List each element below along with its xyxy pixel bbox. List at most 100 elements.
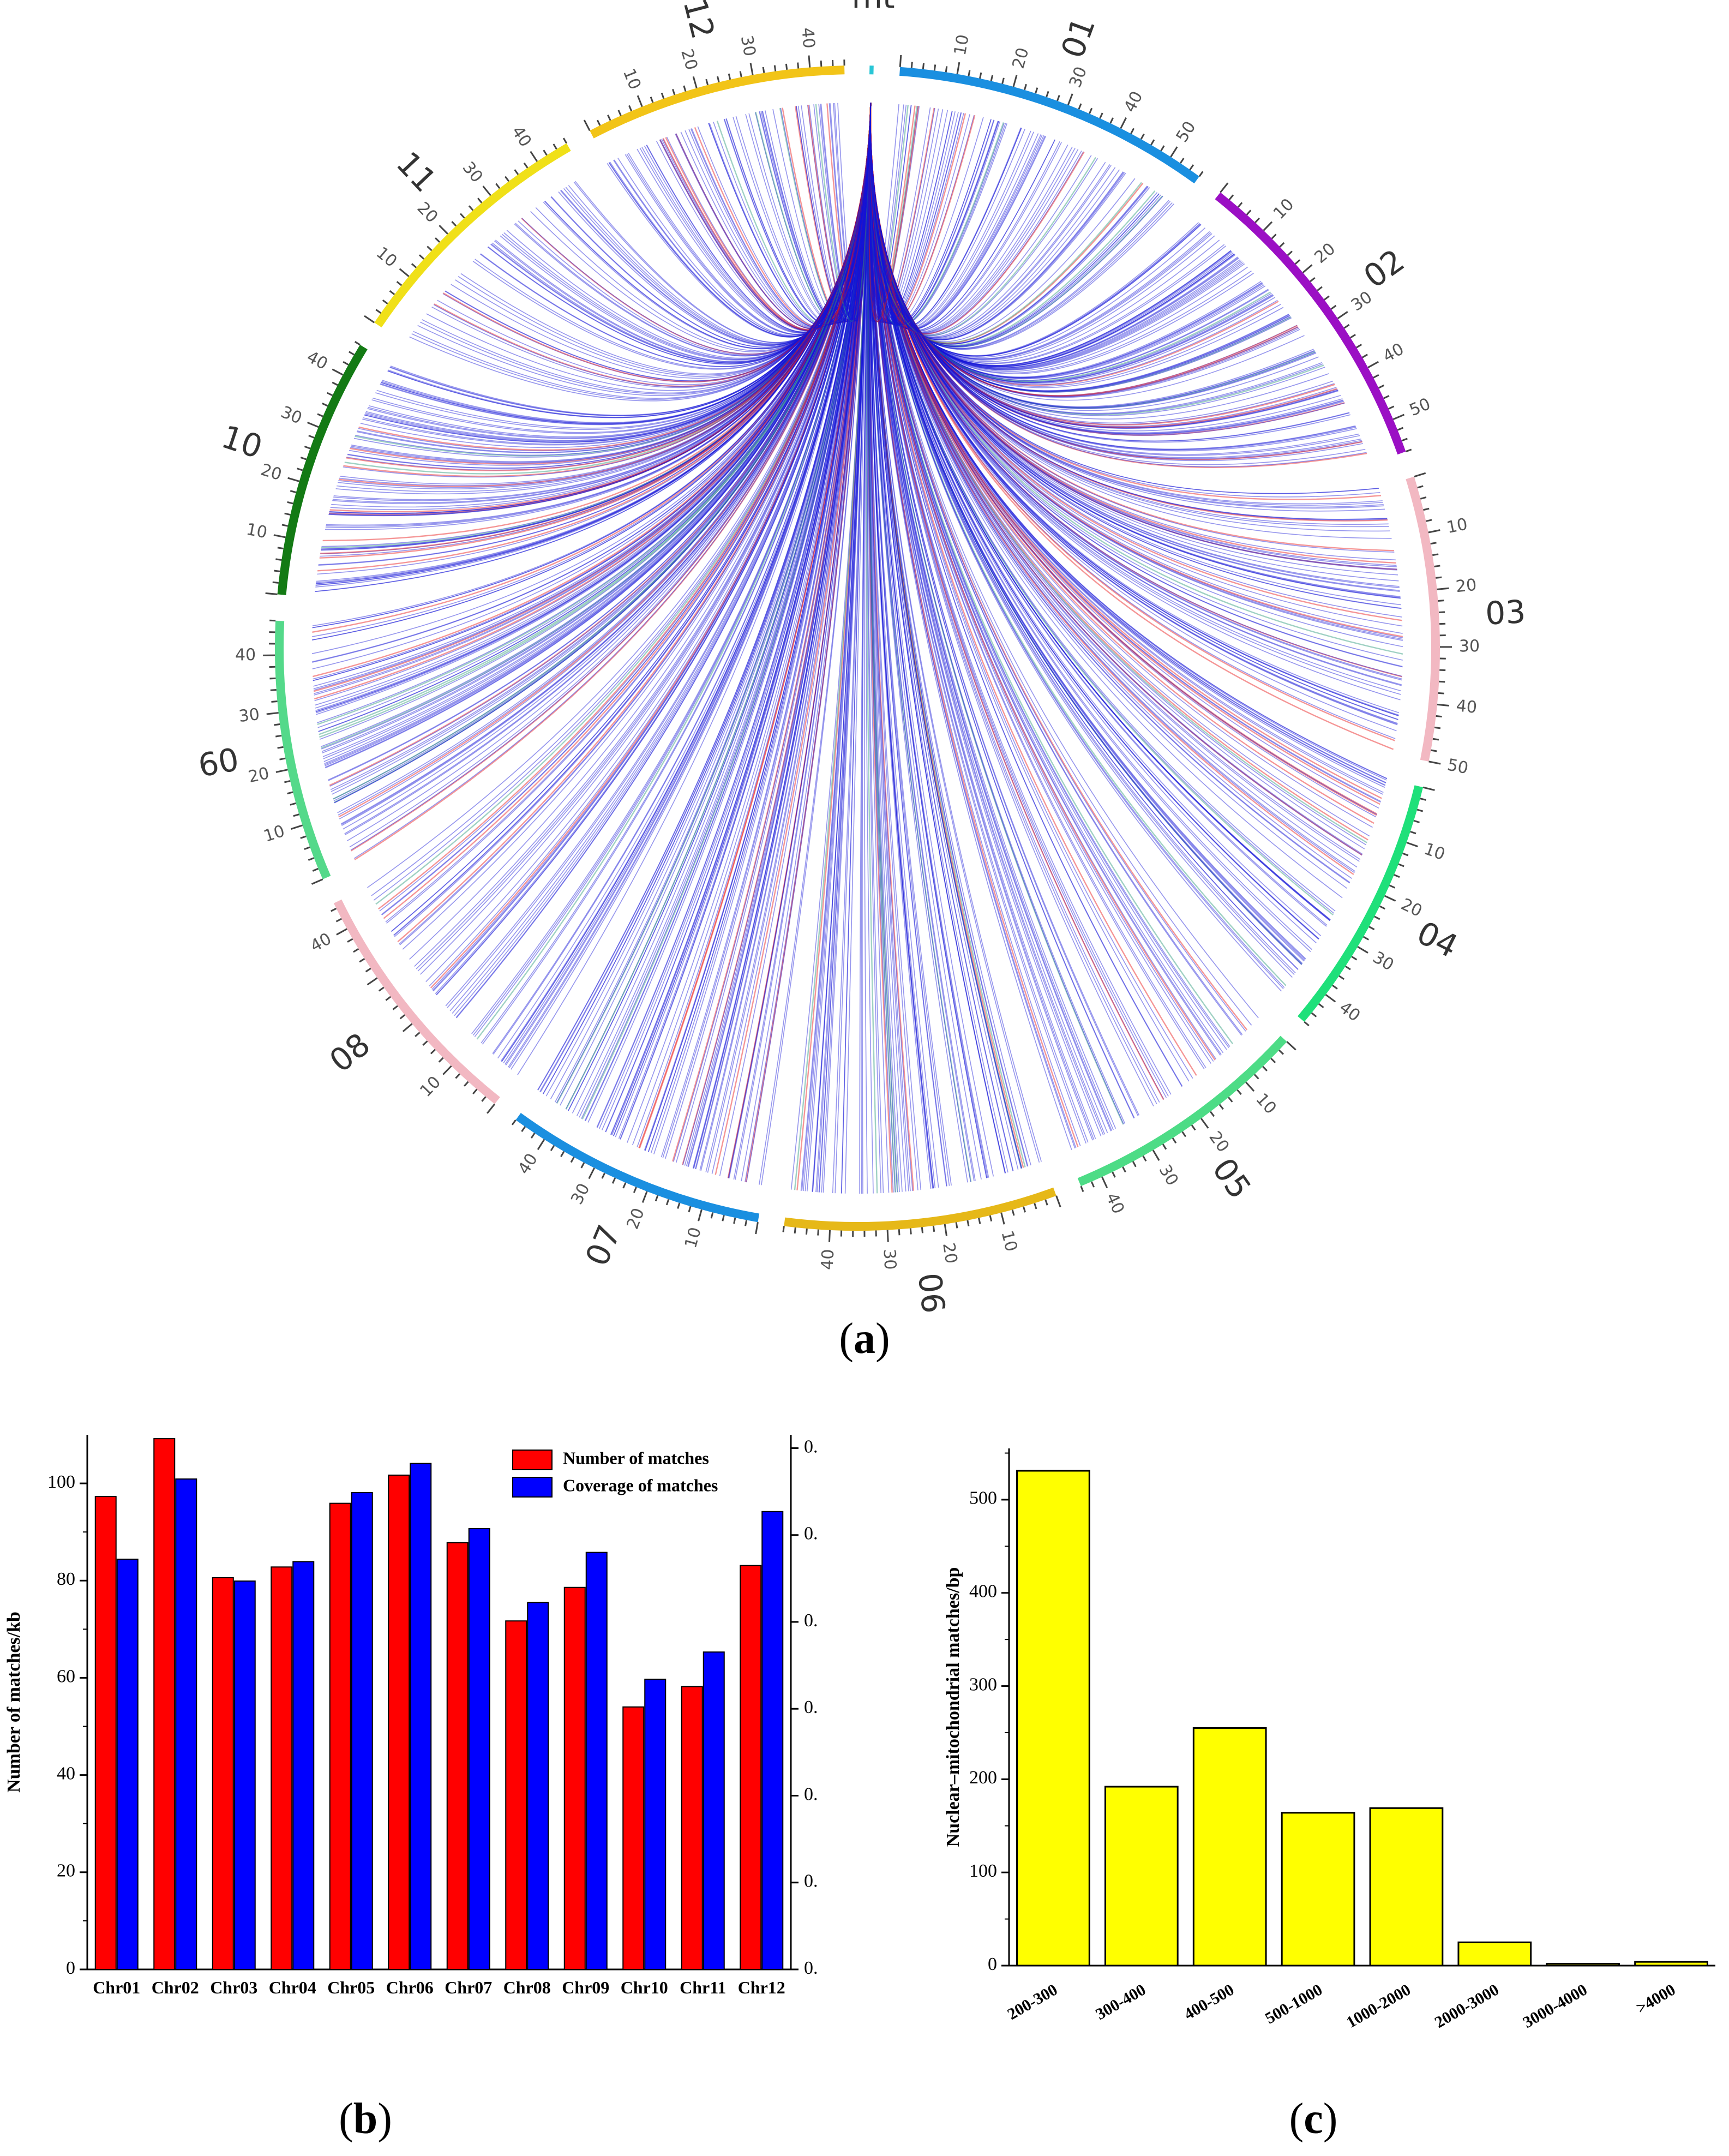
chord-link xyxy=(665,103,872,331)
chord-link xyxy=(870,103,1386,786)
chromosome-tick xyxy=(422,1040,428,1046)
chord-link xyxy=(869,103,1124,340)
chromosome-tick xyxy=(1172,1137,1177,1144)
chord-link xyxy=(869,103,1014,1171)
x-tick-label: 3000-4000 xyxy=(1520,1980,1590,2032)
chord-link xyxy=(870,103,1356,450)
chord-link xyxy=(869,103,1043,330)
chord-link xyxy=(869,103,1089,1143)
chord-link xyxy=(598,103,872,1129)
chromosome-tick xyxy=(601,1172,605,1179)
chromosome-tick xyxy=(438,1057,444,1063)
chromosome-arc-05 xyxy=(1077,1035,1287,1187)
chord-link xyxy=(815,103,872,322)
chromosome-tick xyxy=(1420,798,1426,801)
chord-link xyxy=(620,103,872,1140)
tick-label: 30 xyxy=(879,1248,899,1270)
chord-link xyxy=(568,103,872,1111)
chord-link xyxy=(869,103,1055,331)
y2-tick-label: 0. xyxy=(804,1697,818,1717)
chord-link xyxy=(417,103,872,396)
chord-link xyxy=(796,103,872,322)
x-tick-label: 300-400 xyxy=(1092,1980,1149,2023)
chromosome-name: 04 xyxy=(1411,914,1464,965)
chord-link xyxy=(381,103,872,915)
chord-link xyxy=(321,103,872,551)
chromosome-tick xyxy=(671,89,676,95)
chromosome-tick xyxy=(580,1162,585,1169)
chord-link xyxy=(868,103,918,322)
chord-link xyxy=(350,103,872,465)
chord-link xyxy=(870,103,1200,356)
chord-link xyxy=(870,103,1302,965)
chord-link xyxy=(869,103,1299,397)
chromosome-tick xyxy=(1254,217,1260,223)
chromosome-name: 06 xyxy=(911,1271,952,1315)
chord-link xyxy=(324,103,872,765)
chord-link xyxy=(869,103,1022,1169)
chord-link xyxy=(779,103,872,323)
chromosome-tick xyxy=(354,341,361,346)
chord-link xyxy=(869,103,1120,339)
chord-link xyxy=(741,103,872,1182)
chord-link xyxy=(866,103,878,1194)
tick-label: 30 xyxy=(238,705,261,726)
chord-link xyxy=(609,103,872,337)
chord-link xyxy=(560,103,872,346)
chord-link xyxy=(870,103,1402,681)
chord-link xyxy=(869,103,1154,1107)
chromosome-tick xyxy=(1112,1171,1116,1178)
chromosome-tick xyxy=(1109,117,1114,124)
chord-link xyxy=(518,103,872,356)
chord-link xyxy=(759,103,872,324)
bar-number xyxy=(740,1565,762,1970)
chord-link xyxy=(869,103,932,1189)
chord-link xyxy=(870,103,1383,795)
chord-link xyxy=(869,103,1354,875)
chromosome-tick xyxy=(966,1220,970,1226)
y-tick-label: 500 xyxy=(969,1488,997,1508)
chord-link xyxy=(869,103,1000,326)
chord-link xyxy=(313,103,872,681)
chord-link xyxy=(870,103,1336,912)
chord-link xyxy=(870,103,1214,1062)
chord-link xyxy=(325,103,872,766)
chord-link xyxy=(328,103,872,517)
chromosome-tick xyxy=(1325,994,1336,1003)
chord-link xyxy=(870,103,1401,599)
chord-link xyxy=(349,103,872,466)
chord-link xyxy=(315,103,872,706)
chord-link xyxy=(870,103,1377,815)
chord-link xyxy=(639,103,872,333)
chord-link xyxy=(869,103,1022,328)
chord-link xyxy=(870,103,1373,828)
chord-link xyxy=(373,103,872,433)
chord-link xyxy=(869,103,953,324)
chord-link xyxy=(347,103,872,469)
tick-label: 40 xyxy=(1102,1190,1128,1217)
chord-link xyxy=(315,103,872,588)
chromosome-tick xyxy=(1067,93,1073,105)
chromosome-tick xyxy=(274,723,280,726)
chord-link xyxy=(353,103,872,458)
chord-links xyxy=(311,103,1403,1194)
chord-link xyxy=(869,103,1006,1173)
chord-link xyxy=(869,103,1019,1170)
chord-link xyxy=(869,103,968,1183)
chord-link xyxy=(314,103,872,702)
chord-link xyxy=(711,103,872,1175)
chromosome-tick xyxy=(1120,117,1127,129)
chord-link xyxy=(869,103,1396,564)
chromosome-tick xyxy=(523,162,529,169)
chord-link xyxy=(869,103,1096,1139)
chord-link xyxy=(870,103,1388,520)
tick-label: 40 xyxy=(508,123,535,151)
chord-link xyxy=(869,103,1116,1129)
chord-link xyxy=(700,103,872,1171)
chord-link xyxy=(325,103,872,528)
chord-link xyxy=(334,103,872,803)
chord-link xyxy=(870,103,1399,716)
chord-link xyxy=(796,103,872,1190)
chromosome-tick xyxy=(308,857,315,861)
